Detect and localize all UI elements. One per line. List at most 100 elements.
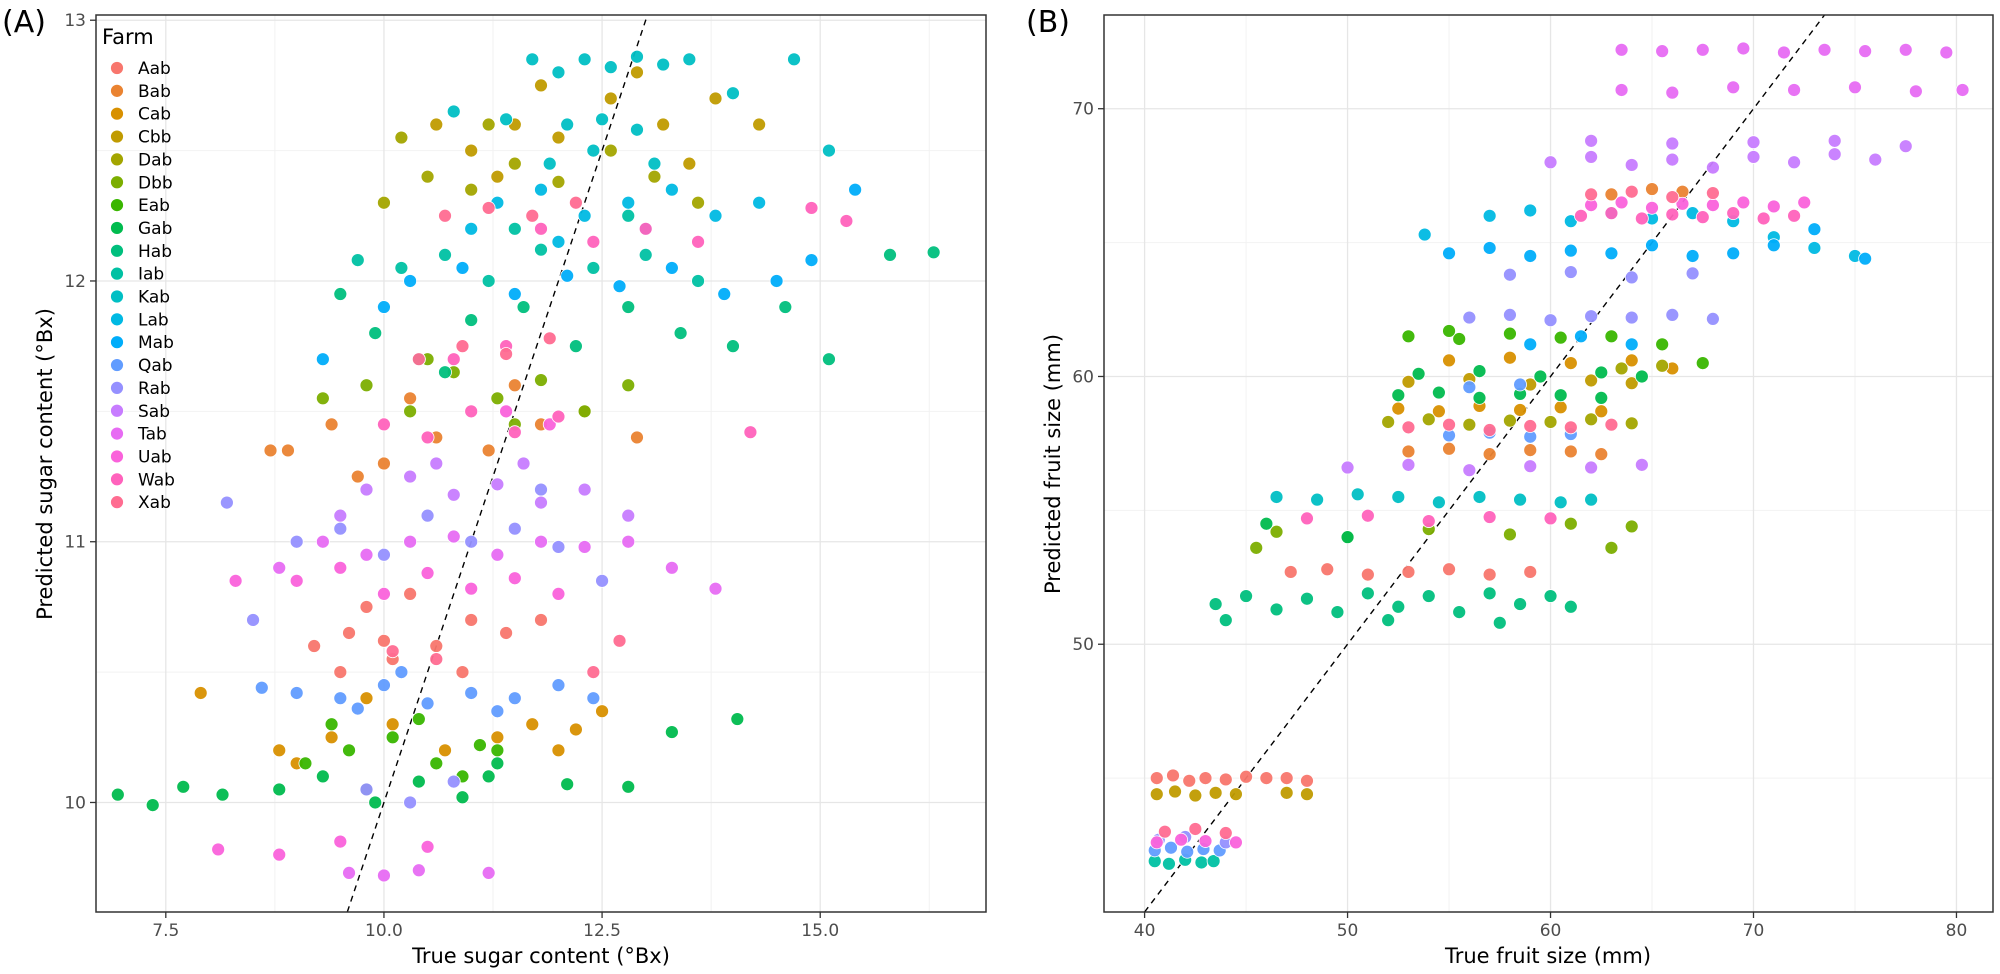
point-xab-b — [1523, 419, 1538, 433]
point-bab-b — [1482, 447, 1497, 462]
point-aab-a — [499, 626, 513, 640]
point-kab-a — [822, 143, 836, 158]
point-mab-b — [1604, 246, 1619, 261]
point-wab-a — [420, 430, 435, 445]
point-sab-b — [1624, 158, 1639, 172]
point-hab-a — [926, 245, 941, 260]
point-dab-b — [1543, 415, 1558, 429]
point-tab-b — [1848, 80, 1862, 95]
point-aab-a — [377, 633, 391, 648]
point-aab-b — [1166, 768, 1180, 783]
point-kab-b — [1350, 487, 1365, 502]
point-wab-b — [1300, 511, 1314, 526]
point-aab-b — [1482, 567, 1497, 582]
point-gab-b — [1594, 365, 1609, 380]
legend-swatch-tab — [110, 426, 124, 441]
point-cbb-b — [1229, 787, 1243, 802]
point-mab-a — [717, 287, 732, 301]
point-tab-b — [1898, 42, 1913, 57]
point-gab-b — [1411, 366, 1426, 381]
point-mab-a — [804, 253, 819, 268]
point-tab-b — [1777, 45, 1791, 60]
point-uab-b — [1766, 199, 1781, 214]
point-bab-a — [263, 443, 278, 458]
point-iab-a — [481, 274, 496, 288]
point-wab-b — [1634, 211, 1649, 226]
point-mab-a — [560, 268, 575, 283]
x-tick-label-b: 60 — [1540, 921, 1562, 941]
point-aab-b — [1149, 771, 1164, 786]
point-iab-b — [1194, 855, 1209, 870]
point-bab-b — [1442, 441, 1456, 456]
point-cab-a — [551, 743, 566, 758]
legend-item-dab: Dab — [110, 150, 172, 170]
legend-label-dbb: Dbb — [138, 173, 173, 193]
point-tab-b — [1655, 44, 1670, 59]
point-cbb-a — [630, 65, 644, 80]
panel-a-sugar-content: (A) 7.5 10.0 12.5 15.0 10 11 12 13 True sugar … — [2, 5, 987, 968]
point-mab-a — [769, 274, 784, 288]
point-sab-a — [429, 456, 444, 471]
point-gab-a — [490, 756, 505, 771]
point-wab-a — [446, 352, 461, 367]
point-gab-a — [272, 782, 287, 797]
point-xab-b — [1401, 420, 1416, 435]
point-cab-a — [385, 717, 400, 732]
point-uab-a — [272, 847, 287, 862]
point-xab-a — [569, 195, 583, 210]
point-kab-a — [499, 112, 513, 127]
point-dab-b — [1421, 412, 1436, 427]
point-hab-b — [1492, 615, 1507, 630]
point-tab-a — [377, 868, 391, 883]
point-aab-a — [403, 586, 418, 601]
point-qab-a — [254, 680, 269, 695]
point-sab-a — [621, 508, 636, 523]
point-qab-a — [289, 686, 304, 700]
point-bab-a — [630, 430, 644, 445]
point-wab-b — [1482, 510, 1497, 524]
point-aab-b — [1360, 567, 1375, 582]
x-axis-title-a: True sugar content (°Bx) — [411, 944, 670, 968]
legend-item-lab: Lab — [110, 310, 169, 330]
y-axis-ticks-a: 10 11 12 13 — [64, 11, 96, 813]
legend-label-eab: Eab — [138, 196, 170, 216]
point-kab-a — [647, 156, 662, 171]
point-mab-b — [1726, 246, 1741, 261]
point-sab-b — [1787, 155, 1801, 170]
point-rab-b — [1624, 270, 1639, 285]
point-tab-a — [359, 547, 374, 562]
point-xab-b — [1218, 826, 1233, 840]
panel-b-fruit-size: (B) 40 50 60 70 80 50 60 70 True fruit size (m… — [1026, 5, 1994, 968]
point-mab-b — [1442, 246, 1456, 261]
point-aab-b — [1239, 769, 1253, 784]
point-eab-a — [298, 756, 313, 771]
point-kab-b — [1269, 490, 1284, 504]
point-xab-b — [1706, 186, 1720, 200]
point-hab-a — [726, 339, 740, 354]
point-uab-b — [1706, 198, 1720, 213]
point-qab-a — [350, 701, 365, 716]
point-kab-a — [446, 104, 461, 119]
point-dbb-b — [1503, 527, 1517, 542]
point-qab-a — [394, 665, 409, 680]
point-wab-b — [1360, 508, 1375, 523]
point-uab-a — [333, 834, 348, 849]
point-sab-b — [1401, 457, 1416, 472]
point-mab-b — [1624, 337, 1639, 352]
point-sab-a — [577, 482, 592, 497]
point-qab-b — [1164, 840, 1178, 855]
y-axis-title-a: Predicted sugar content (°Bx) — [33, 308, 57, 620]
point-wab-b — [1695, 210, 1710, 225]
point-hab-a — [438, 365, 452, 380]
legend-item-dbb: Dbb — [110, 173, 173, 193]
point-dab-a — [464, 182, 479, 197]
point-bab-a — [281, 443, 295, 458]
point-lab-a — [551, 234, 566, 249]
legend-swatch-cab — [110, 106, 124, 121]
point-xab-a — [385, 644, 400, 659]
point-dbb-a — [577, 404, 592, 419]
point-rab-a — [551, 540, 566, 554]
point-kab-b — [1472, 490, 1487, 504]
point-mab-b — [1807, 222, 1822, 237]
